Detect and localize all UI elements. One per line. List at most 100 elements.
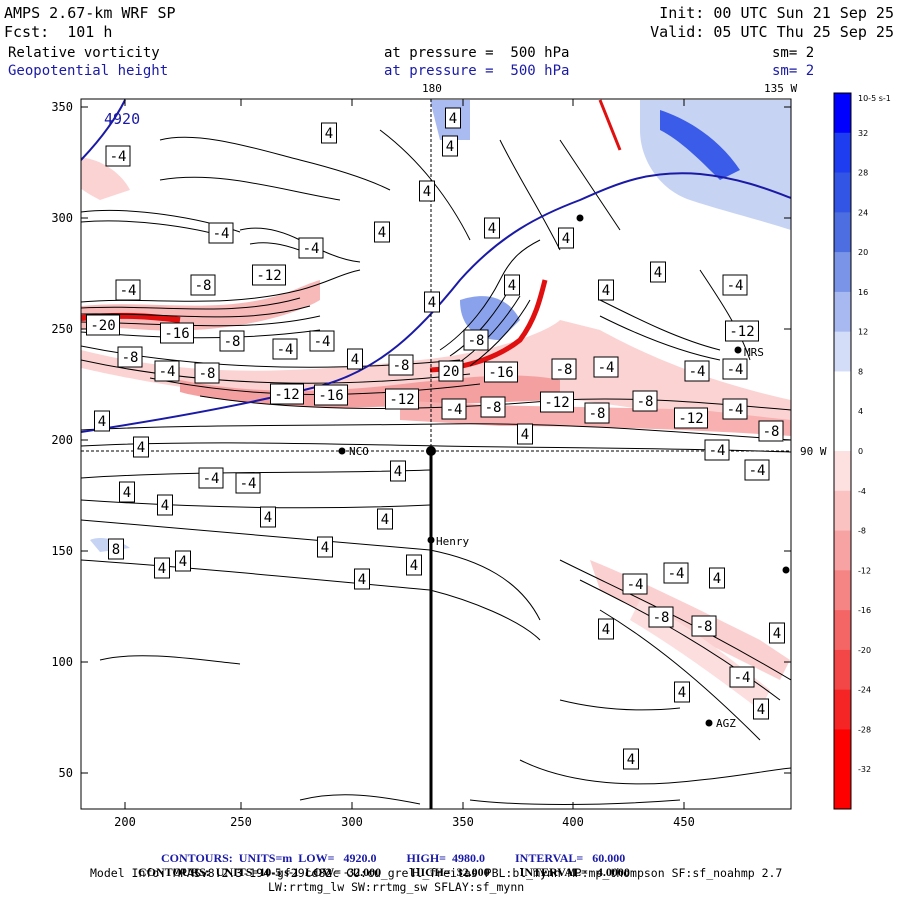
contour-label: 4 [627, 752, 635, 768]
colorbar-unit: 10-5 s-1 [858, 94, 891, 103]
contour-label: 4 [325, 126, 333, 142]
contour-label: -4 [120, 283, 137, 299]
contour-line [159, 176, 341, 201]
contour-label: -8 [556, 362, 573, 378]
contour-label-box [208, 222, 234, 244]
contour-label: 4 [428, 295, 436, 311]
colorbar-swatch [834, 490, 851, 532]
contour-label-box [347, 348, 363, 370]
height-contour-info: CONTOURS: UNITS=m LOW= 4920.0 HIGH= 4980.… [155, 839, 625, 865]
contour-label: 4 [446, 139, 454, 155]
contour-label-box [722, 398, 748, 420]
colorbar-swatch [834, 649, 851, 691]
contour-label-box [190, 274, 216, 296]
contour-label: 8 [112, 542, 120, 558]
contour-label: -8 [763, 424, 780, 440]
contour-label-box [463, 329, 489, 351]
contour-label: -16 [488, 365, 513, 381]
model-info-radiation: LW:rrtmg_lw SW:rrtmg_sw SFLAY:sf_mynn [268, 880, 525, 894]
contour-label: -4 [240, 476, 257, 492]
contour-label: 4 [381, 512, 389, 528]
contour-label: -12 [544, 395, 569, 411]
contour-line [439, 239, 541, 351]
contour-label-box [722, 358, 748, 380]
contour-label-box [424, 291, 440, 313]
contour-line [159, 136, 391, 191]
vorticity-contours [81, 129, 791, 805]
contour-label: -12 [274, 387, 299, 403]
contour-label: -4 [110, 149, 127, 165]
contour-label-box [517, 423, 533, 445]
contour-label-box [105, 145, 131, 167]
contour-label: -8 [653, 610, 670, 626]
colorbar-level: 8 [858, 367, 863, 376]
colorbar-level: 0 [858, 447, 863, 456]
contour-label: -4 [446, 402, 463, 418]
contour-label-box [385, 388, 419, 410]
colorbar: 10-5 s-1 32 28 24 20 16 12 8 4 0 -4 -8 -12 -16 -20 -24 -… [833, 92, 891, 810]
contour-label-box [729, 666, 755, 688]
contour-line [519, 759, 791, 785]
colorbar-level: 24 [858, 208, 868, 217]
contour-label-box [484, 361, 518, 383]
contour-label-box [551, 358, 577, 380]
contour-line [81, 220, 231, 239]
contour-label: -8 [696, 619, 713, 635]
vorticity-patch [660, 110, 740, 180]
contour-label-box [758, 420, 784, 442]
contour-label-box [406, 554, 422, 576]
pole-marker [426, 446, 436, 456]
y-tick-label: 250 [51, 322, 73, 336]
contour-label: -4 [598, 360, 615, 376]
contour-label-box [175, 550, 191, 572]
contour-label: -4 [709, 443, 726, 459]
colorbar-swatch [834, 331, 851, 372]
model-info: Model Info: MPASv8.2.3-194-gf29cd82c CU:… [90, 866, 783, 880]
contour-label: -4 [727, 278, 744, 294]
contour-label-box [298, 237, 324, 259]
y-tick-label: 50 [59, 766, 73, 780]
colorbar-swatch [834, 530, 851, 571]
init-time: Init: 00 UTC Sun 21 Sep 25 [659, 4, 894, 22]
contour-label-box [321, 122, 337, 144]
contour-label-box [584, 402, 610, 424]
contour-label: 20 [443, 364, 460, 380]
field2-level: at pressure = 500 hPa [384, 63, 570, 79]
contour-line [81, 519, 541, 621]
contour-label-box [115, 279, 141, 301]
contour-label-box [160, 322, 194, 344]
colorbar-swatch [834, 451, 851, 492]
contour-label: -4 [689, 364, 706, 380]
contour-label: -4 [277, 342, 294, 358]
colorbar-swatch [834, 132, 851, 174]
contour-label: 4 [98, 414, 106, 430]
contour-label-box [648, 606, 674, 628]
station-label: NCO [349, 445, 369, 458]
colorbar-level: -28 [858, 725, 871, 734]
contour-label-box [194, 362, 220, 384]
contour-label: -4 [734, 670, 751, 686]
contour-label: -8 [199, 366, 216, 382]
colorbar-level: 4 [858, 407, 863, 416]
station-marker [576, 214, 584, 222]
meridian-180-label: 180 [422, 82, 442, 95]
contour-label: -4 [749, 463, 766, 479]
contour-label-box [622, 573, 648, 595]
height-contour-label: 4920 [104, 110, 140, 128]
plot-frame [80, 98, 792, 810]
colorbar-level: -8 [858, 527, 866, 536]
colorbar-level: -12 [858, 566, 871, 575]
contour-label: 4 [508, 278, 516, 294]
contour-label: 4 [410, 558, 418, 574]
station-marker [705, 719, 713, 727]
y-tick-label: 200 [51, 433, 73, 447]
forecast-hour: Fcst: 101 h [4, 23, 113, 41]
contour-label-box [388, 354, 414, 376]
meridian-90w-label: 90 W [800, 445, 827, 458]
contour-label-box [650, 261, 666, 283]
contour-line [559, 699, 681, 711]
contour-label-box [598, 618, 614, 640]
contour-label: -16 [318, 388, 343, 404]
contour-label-box [314, 384, 348, 406]
